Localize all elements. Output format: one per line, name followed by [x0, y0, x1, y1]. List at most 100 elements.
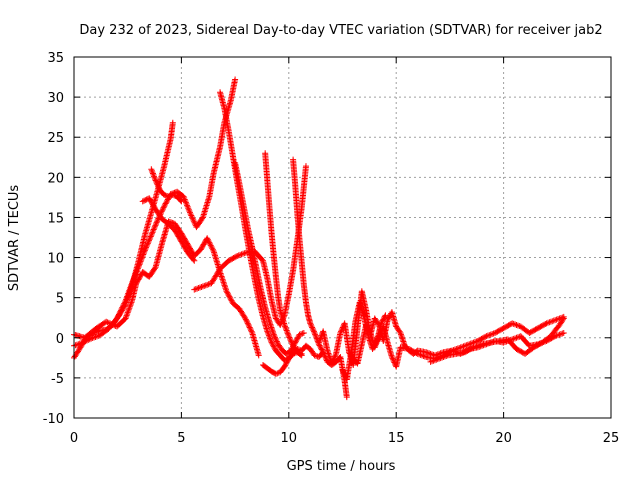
data-point [283, 326, 290, 333]
data-points [71, 76, 567, 401]
data-point [155, 184, 162, 191]
data-point [300, 329, 307, 336]
data-point [208, 243, 215, 250]
data-point [340, 369, 347, 376]
data-point [166, 193, 173, 200]
data-point [154, 218, 161, 225]
data-point [282, 323, 289, 330]
data-point [150, 227, 157, 234]
data-point [185, 206, 192, 213]
data-point [484, 332, 491, 339]
data-point [316, 338, 323, 345]
data-point [285, 333, 292, 340]
data-point [476, 342, 483, 349]
data-point [282, 324, 289, 331]
data-point [296, 331, 303, 338]
data-point [282, 360, 289, 367]
data-point [271, 334, 278, 341]
data-point [457, 344, 464, 351]
data-point [288, 338, 295, 345]
data-point [340, 368, 347, 375]
data-point [138, 257, 145, 264]
data-point [463, 342, 470, 349]
data-point [331, 353, 338, 360]
data-point [209, 246, 216, 253]
data-point [378, 319, 385, 326]
data-point [489, 331, 496, 338]
data-point [103, 318, 110, 325]
data-point [207, 241, 214, 248]
data-point [147, 234, 154, 241]
data-point [318, 346, 325, 353]
data-point [151, 174, 158, 181]
data-point [122, 297, 129, 304]
data-point [161, 201, 168, 208]
data-point [482, 333, 489, 340]
data-point [243, 317, 250, 324]
data-point [127, 300, 134, 307]
data-point [123, 296, 130, 303]
x-tick-label: 5 [177, 431, 185, 446]
data-point [329, 357, 336, 364]
data-point [547, 318, 554, 325]
data-point [150, 171, 157, 178]
data-point [381, 314, 388, 321]
data-point [389, 355, 396, 362]
data-point [114, 314, 121, 321]
data-point [133, 268, 140, 275]
data-point [133, 270, 140, 277]
data-point [107, 320, 114, 327]
data-point [286, 334, 293, 341]
data-point [429, 358, 435, 365]
data-point [371, 343, 378, 350]
data-point [282, 362, 289, 369]
data-point [124, 309, 131, 316]
data-point [177, 197, 184, 204]
data-point [228, 297, 235, 304]
data-point [473, 343, 480, 350]
data-point [372, 340, 379, 347]
data-point [148, 167, 155, 174]
data-point [223, 288, 230, 295]
x-tick-label: 0 [70, 431, 78, 446]
data-point [85, 336, 92, 343]
data-point [119, 303, 126, 310]
data-point [245, 321, 252, 328]
data-point [311, 352, 318, 359]
data-point [93, 333, 100, 340]
data-point [337, 329, 344, 336]
data-point [297, 331, 304, 338]
data-point [139, 198, 146, 205]
data-point [380, 316, 387, 323]
data-point [443, 352, 450, 359]
data-point [199, 283, 206, 290]
data-point [371, 341, 378, 348]
data-point [542, 321, 549, 328]
data-point [134, 265, 141, 272]
data-point [242, 315, 249, 322]
data-point [139, 254, 146, 261]
data-point [125, 308, 132, 315]
data-point [471, 343, 478, 350]
data-point [309, 325, 316, 332]
data-point [119, 304, 126, 311]
series-track-f [217, 89, 305, 364]
data-point [555, 332, 562, 339]
data-point [131, 274, 138, 281]
data-point [440, 354, 447, 361]
data-point [117, 308, 124, 315]
chart-title: Day 232 of 2023, Sidereal Day-to-day VTE… [79, 23, 602, 38]
axis-ticks [73, 56, 612, 419]
series-track-b [71, 76, 239, 349]
y-tick-label: 25 [47, 131, 64, 146]
data-point [165, 193, 172, 200]
data-point [151, 173, 158, 180]
data-point [148, 230, 155, 237]
data-point [288, 340, 295, 347]
data-point [239, 250, 246, 257]
data-point [115, 312, 122, 319]
data-point [437, 355, 444, 362]
data-point [390, 356, 397, 363]
data-point [331, 354, 338, 361]
